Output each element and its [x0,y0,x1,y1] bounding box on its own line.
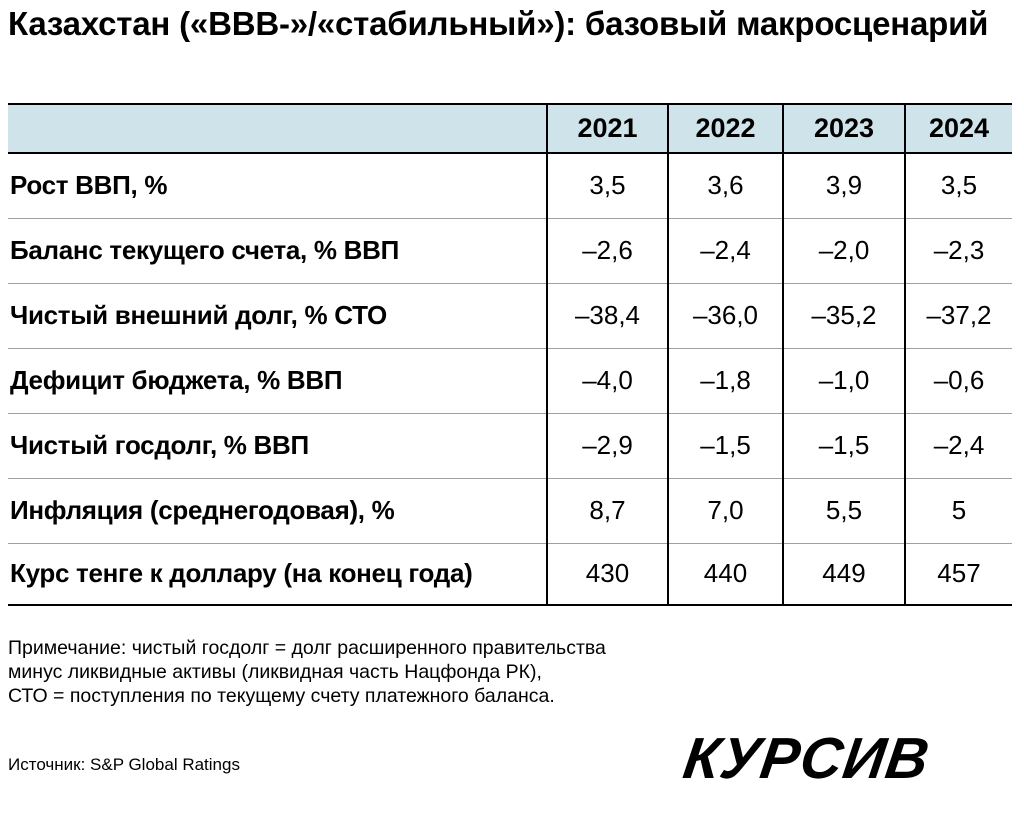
row-label: Чистый внешний долг, % СТО [8,282,548,348]
column-header-2023: 2023 [782,103,905,154]
header-corner-cell [8,103,548,154]
row-label: Дефицит бюджета, % ВВП [8,347,548,413]
table-row: Курс тенге к доллару (на конец года) 430 4… [8,542,1012,605]
value-cell: 457 [904,542,1012,605]
column-header-2021: 2021 [547,103,668,154]
value-cell: 5 [904,477,1012,543]
page-title: Казахстан («BBB-»/«стабильный»): базовый… [8,5,989,42]
value-cell: –38,4 [547,282,668,348]
value-cell: 5,5 [782,477,905,543]
value-cell: –2,0 [782,217,905,283]
value-cell: –4,0 [547,347,668,413]
kursiv-logo: КУРСИВ [679,726,934,791]
value-cell: 8,7 [547,477,668,543]
footnote-line: минус ликвидные активы (ликвидная часть … [8,661,542,683]
value-cell: –0,6 [904,347,1012,413]
table-row: Дефицит бюджета, % ВВП –4,0 –1,8 –1,0 –0,6 [8,347,1012,413]
footnote: Примечание: чистый госдолг = долг расшир… [8,636,908,708]
value-cell: 449 [782,542,905,605]
row-label: Чистый госдолг, % ВВП [8,412,548,478]
value-cell: –37,2 [904,282,1012,348]
value-cell: –36,0 [667,282,783,348]
value-cell: –2,4 [904,412,1012,478]
table-row: Чистый внешний долг, % СТО –38,4 –36,0 –35,… [8,282,1012,348]
table-header-row: 2021 2022 2023 2024 [8,103,1012,154]
value-cell: –2,4 [667,217,783,283]
row-label: Инфляция (среднегодовая), % [8,477,548,543]
row-label: Рост ВВП, % [8,153,548,218]
value-cell: 3,5 [589,170,626,201]
macro-table: 2021 2022 2023 2024 Рост ВВП, % 3,5 3,6 3,9… [8,103,1012,606]
footnote-line: Примечание: чистый госдолг = долг расшир… [8,637,606,659]
value-cell: 430 [547,542,668,605]
column-header-2022: 2022 [667,103,783,154]
table-row: Чистый госдолг, % ВВП –2,9 –1,5 –1,5 –2,4 [8,412,1012,478]
footnote-line: СТО = поступления по текущему счету плат… [8,685,555,707]
row-label: Курс тенге к доллару (на конец года) [8,542,548,605]
table-row: Рост ВВП, % 3,5 3,6 3,9 3,5 [8,153,1012,218]
value-cell: 3,5 [904,153,1012,218]
table-row: Инфляция (среднегодовая), % 8,7 7,0 5,5 5 [8,477,1012,543]
value-cell: –2,3 [904,217,1012,283]
value-cell: 7,0 [667,477,783,543]
column-header-2024: 2024 [904,103,1012,154]
value-cell: 440 [667,542,783,605]
value-cell: –2,6 [547,217,668,283]
table-row: Баланс текущего счета, % ВВП –2,6 –2,4 –2,0… [8,217,1012,283]
value-cell: –1,8 [667,347,783,413]
value-cell: 3,9 [782,153,905,218]
source-credit: Источник: S&P Global Ratings [8,755,240,774]
value-cell: –35,2 [782,282,905,348]
value-cell: –1,0 [782,347,905,413]
value-cell: –1,5 [782,412,905,478]
value-cell: 3,6 [667,153,783,218]
value-cell: –2,9 [547,412,668,478]
row-label: Баланс текущего счета, % ВВП [8,217,548,283]
value-cell: –1,5 [667,412,783,478]
